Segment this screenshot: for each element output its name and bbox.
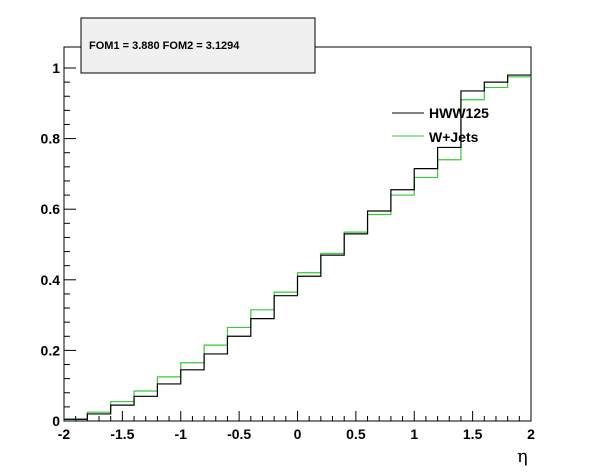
x-axis-ticks: -2 -1.5 -1 -0.5 0 0.5 1 1.5 2 [58,411,535,442]
y-tick-label: 0.2 [41,342,61,358]
legend-label-wjets: W+Jets [429,129,479,145]
y-tick-label: 1 [52,60,60,76]
series-layer [64,74,531,420]
x-axis-title: η [517,446,528,467]
y-tick-label: 0.4 [41,272,61,288]
y-tick-label: 0 [52,413,60,429]
y-tick-label: 0.6 [41,201,61,217]
fom-annotation-text: FOM1 = 3.880 FOM2 = 3.1294 [89,40,240,52]
x-tick-label: 1 [410,426,418,442]
x-tick-label: -0.5 [227,426,251,442]
x-tick-label: -2 [58,426,71,442]
fom-box [80,17,316,74]
x-tick-label: -1 [175,426,188,442]
legend: HWW125 W+Jets [392,105,489,145]
legend-label-hww125: HWW125 [429,105,489,121]
y-tick-label: 0.8 [41,131,61,147]
x-tick-label: 2 [527,426,535,442]
x-tick-label: 0.5 [346,426,366,442]
x-tick-label: -1.5 [110,426,134,442]
x-tick-label: 0 [294,426,302,442]
x-tick-label: 1.5 [463,426,483,442]
fom-annotation-box: FOM1 = 3.880 FOM2 = 3.1294 [80,17,316,74]
y-axis-ticks: 0 0.2 0.4 0.6 0.8 1 [41,60,76,429]
series-line-hww125 [64,74,531,420]
